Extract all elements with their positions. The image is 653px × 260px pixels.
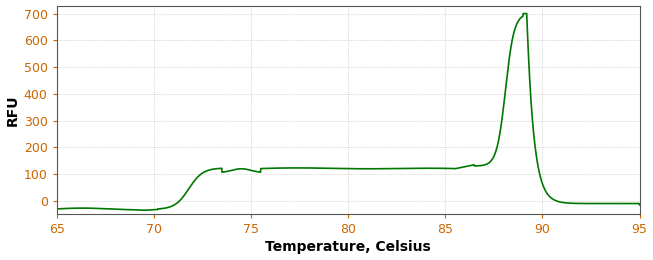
- X-axis label: Temperature, Celsius: Temperature, Celsius: [265, 240, 431, 255]
- Y-axis label: RFU: RFU: [6, 94, 20, 126]
